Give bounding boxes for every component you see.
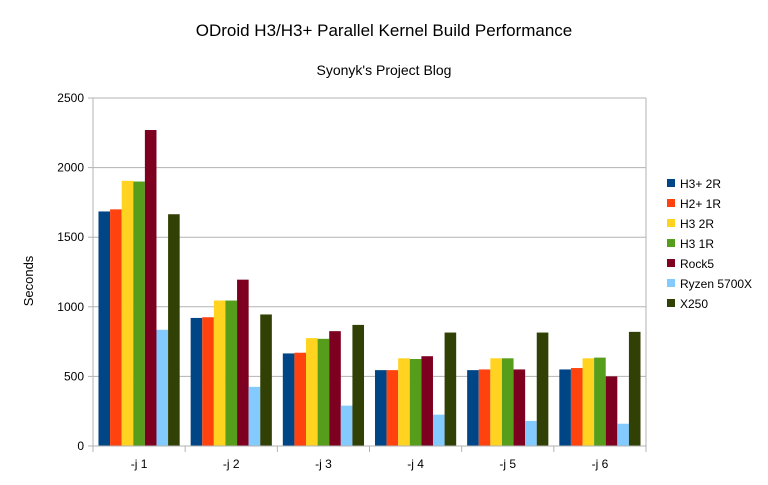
legend-label: H2+ 1R: [680, 197, 721, 211]
bar: [409, 359, 422, 446]
bar: [570, 368, 583, 446]
bar: [225, 300, 238, 446]
legend: H3+ 2R H2+ 1R H3 2R H3 1R Rock5 Ryzen 5700X X2…: [667, 177, 752, 311]
bar: [248, 386, 261, 446]
bar: [352, 324, 365, 446]
bar: [467, 370, 479, 446]
x-tick-label: -j 5: [499, 457, 516, 471]
bar: [340, 405, 353, 446]
bar: [317, 338, 330, 446]
bar: [525, 420, 537, 446]
bar: [421, 356, 433, 446]
bar: [594, 357, 606, 446]
legend-label: X250: [680, 297, 708, 311]
bar: [202, 317, 214, 446]
bar: [444, 332, 457, 446]
bar: [398, 358, 410, 446]
bar: [98, 211, 111, 446]
legend-swatch: [667, 299, 675, 307]
bar: [294, 352, 307, 446]
y-axis-label: Seconds: [21, 255, 36, 306]
x-tick-label: -j 3: [315, 457, 332, 471]
bar: [374, 370, 387, 446]
legend-label: H3 1R: [680, 237, 714, 251]
bar: [121, 180, 134, 446]
legend-swatch: [667, 219, 675, 227]
y-tick-label: 1500: [57, 230, 84, 244]
bar: [559, 369, 571, 446]
bar: [329, 331, 341, 446]
bars: [98, 130, 641, 447]
bar: [213, 300, 226, 446]
y-tick-label: 2000: [57, 161, 84, 175]
bar: [237, 279, 249, 446]
y-tick-label: 2500: [57, 91, 84, 105]
bar: [490, 358, 502, 446]
bar: [282, 353, 295, 446]
bar: [190, 317, 203, 446]
bar: [536, 332, 549, 446]
legend-label: H3 2R: [680, 217, 714, 231]
y-tick-label: 0: [77, 439, 84, 453]
bar: [605, 376, 618, 446]
legend-swatch: [667, 259, 675, 267]
x-tick-label: -j 1: [131, 457, 148, 471]
bar: [110, 209, 122, 446]
bar: [386, 370, 399, 446]
chart-title: ODroid H3/H3+ Parallel Kernel Build Perf…: [196, 21, 573, 40]
bar: [156, 329, 169, 446]
bar: [582, 358, 595, 446]
bar: [144, 130, 157, 447]
y-tick-label: 1000: [57, 300, 84, 314]
y-tick-label: 500: [64, 369, 84, 383]
legend-label: H3+ 2R: [680, 177, 721, 191]
bar: [628, 331, 641, 446]
legend-label: Rock5: [680, 257, 714, 271]
bar: [432, 414, 445, 446]
bar: [306, 338, 318, 446]
axes: [88, 97, 647, 452]
x-tick-label: -j 6: [592, 457, 609, 471]
tick-labels: 0 500 1000 1500 2000 2500 -j 1 -j 2 -j 3 -j 4 -j 5…: [57, 91, 608, 471]
legend-swatch: [667, 239, 675, 247]
legend-swatch: [667, 199, 675, 207]
bar: [478, 369, 491, 446]
legend-swatch: [667, 179, 675, 187]
bar: [168, 214, 180, 446]
bar: [617, 423, 629, 446]
x-tick-label: -j 4: [407, 457, 424, 471]
chart-subtitle: Syonyk's Project Blog: [317, 62, 452, 78]
bar: [133, 181, 145, 446]
x-tick-label: -j 2: [223, 457, 240, 471]
legend-swatch: [667, 279, 675, 287]
bar: [260, 314, 272, 446]
bar: [501, 358, 514, 446]
legend-label: Ryzen 5700X: [680, 277, 752, 291]
bar: [513, 369, 526, 446]
